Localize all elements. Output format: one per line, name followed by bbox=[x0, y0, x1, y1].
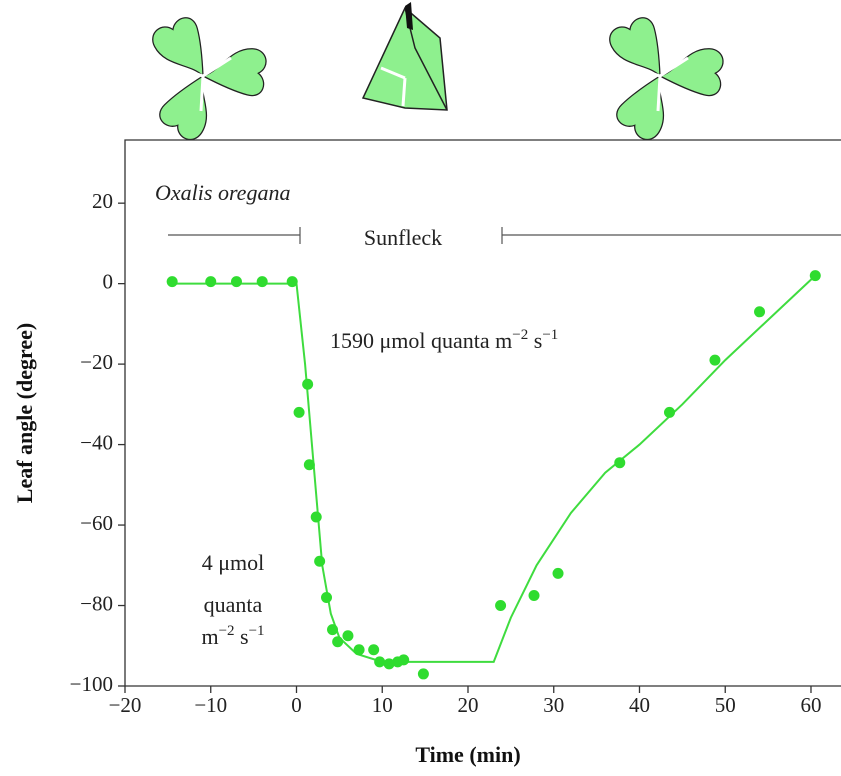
data-point bbox=[353, 644, 365, 656]
fit-line bbox=[167, 274, 816, 663]
x-tick-label: 50 bbox=[715, 693, 736, 717]
low-light-label: 4 μmol bbox=[202, 550, 265, 575]
text: m bbox=[201, 624, 218, 649]
species-label: Oxalis oregana bbox=[155, 180, 290, 205]
data-point bbox=[495, 600, 507, 612]
leaf-open bbox=[148, 14, 273, 148]
plot-frame bbox=[124, 139, 841, 687]
data-point bbox=[709, 354, 721, 366]
superscript: −2 bbox=[219, 623, 235, 639]
data-point bbox=[293, 406, 305, 418]
data-point bbox=[664, 406, 676, 418]
data-point bbox=[528, 589, 540, 601]
y-tick-label: −100 bbox=[70, 672, 113, 696]
data-point bbox=[303, 459, 315, 471]
y-tick-label: 20 bbox=[92, 189, 113, 213]
y-tick-label: −40 bbox=[80, 430, 113, 454]
data-point bbox=[417, 668, 429, 680]
x-tick-label: 30 bbox=[543, 693, 564, 717]
low-light-label: m−2 s−1 bbox=[201, 623, 264, 649]
leaf-open bbox=[605, 14, 730, 148]
x-axis-title: Time (min) bbox=[415, 742, 520, 767]
data-point bbox=[286, 276, 298, 288]
data-point bbox=[321, 591, 333, 603]
high-light-label: 1590 μmol quanta m−2 s−1 bbox=[330, 327, 558, 353]
x-tick-label: −10 bbox=[194, 693, 227, 717]
leaf-illustrations bbox=[148, 2, 730, 148]
data-point bbox=[368, 644, 380, 656]
data-point bbox=[398, 654, 410, 666]
data-point bbox=[256, 276, 268, 288]
x-tick-label: −20 bbox=[109, 693, 142, 717]
x-tick-label: 40 bbox=[629, 693, 650, 717]
text: 1590 μmol quanta m bbox=[330, 328, 512, 353]
y-tick-label: −20 bbox=[80, 350, 113, 374]
x-tick-label: 0 bbox=[291, 693, 302, 717]
data-point bbox=[552, 567, 564, 579]
data-point bbox=[327, 624, 339, 636]
sunfleck-label: Sunfleck bbox=[364, 225, 442, 250]
text: s bbox=[235, 624, 249, 649]
data-point bbox=[302, 378, 314, 390]
data-point bbox=[310, 511, 322, 523]
y-axis-title: Leaf angle (degree) bbox=[12, 323, 37, 503]
data-point bbox=[205, 276, 217, 288]
data-point bbox=[314, 555, 326, 567]
data-point bbox=[754, 306, 766, 318]
text: s bbox=[528, 328, 542, 353]
superscript: −1 bbox=[542, 327, 558, 343]
data-point bbox=[383, 658, 395, 670]
x-tick-label: 60 bbox=[800, 693, 821, 717]
data-point bbox=[614, 457, 626, 469]
superscript: −2 bbox=[512, 327, 528, 343]
data-point bbox=[809, 270, 821, 282]
data-point bbox=[342, 630, 354, 642]
x-tick-label: 20 bbox=[457, 693, 478, 717]
data-point bbox=[230, 276, 242, 288]
data-point bbox=[374, 656, 386, 668]
data-point bbox=[332, 636, 344, 648]
sunfleck-bracket bbox=[168, 227, 841, 244]
y-tick-label: −60 bbox=[80, 511, 113, 535]
x-tick-label: 10 bbox=[372, 693, 393, 717]
low-light-label: quanta bbox=[204, 592, 263, 617]
y-tick-label: −80 bbox=[80, 591, 113, 615]
superscript: −1 bbox=[249, 623, 265, 639]
data-point bbox=[166, 276, 178, 288]
leaf-folded bbox=[361, 2, 448, 111]
y-tick-label: 0 bbox=[103, 269, 114, 293]
